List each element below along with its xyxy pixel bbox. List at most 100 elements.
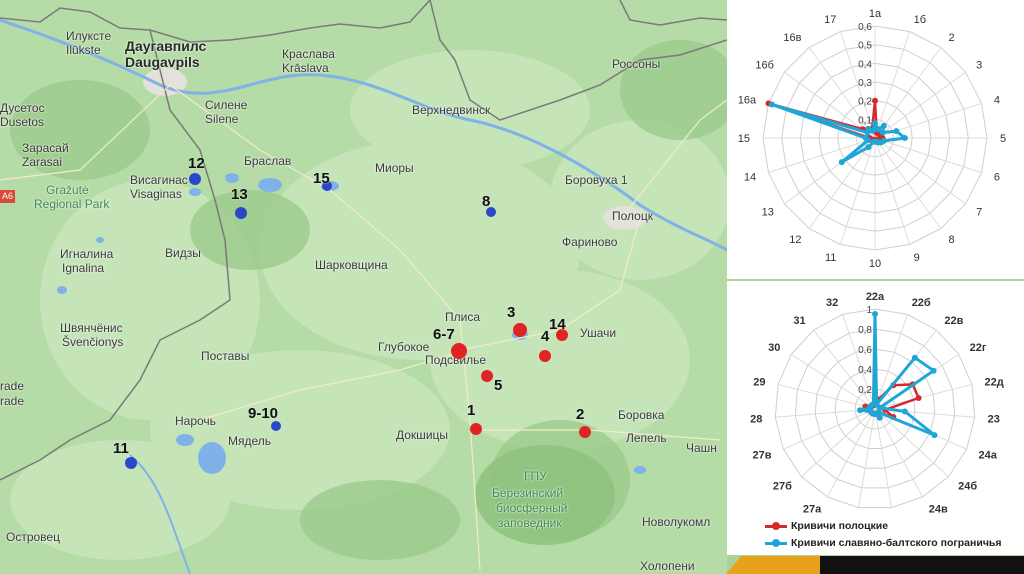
place-podsvilie: Подсвилье: [425, 353, 487, 367]
category-label: 12: [789, 234, 801, 246]
category-label: 16в: [783, 32, 801, 44]
radial-tick-label: 0,6: [858, 22, 872, 33]
radar-chart-panel-1: 00,10,20,30,40,50,61а1б23456789101112131…: [727, 0, 1024, 279]
site-label-2: 2: [576, 406, 585, 423]
grid-spoke: [874, 408, 892, 508]
place-grade-2: rade: [0, 394, 25, 408]
grid-spoke: [874, 137, 911, 245]
radial-tick-label: 0,8: [858, 325, 872, 336]
category-label: 1а: [869, 8, 882, 20]
place-reserve: заповедник: [498, 516, 562, 530]
category-label: 27б: [773, 481, 792, 493]
legend-label-1: Кривичи полоцкие: [791, 520, 889, 532]
place-grade-1: rade: [0, 379, 25, 393]
series-point-2: [911, 354, 918, 361]
series-point-2: [901, 408, 908, 415]
place-braslav: Браслав: [244, 154, 292, 168]
series-point-2: [870, 138, 877, 145]
place-dusetos-lt: Dusetos: [0, 115, 45, 129]
category-label: 5: [1000, 133, 1006, 145]
category-label: 16б: [755, 60, 774, 72]
place-zarasai: Зарасай: [22, 141, 69, 155]
legend-swatch-1: [765, 521, 787, 530]
grid-spoke: [768, 137, 876, 174]
series-point-2: [869, 127, 876, 134]
place-postavy: Поставы: [201, 349, 250, 363]
category-label: 23: [988, 413, 1000, 425]
category-label: 22а: [866, 291, 885, 303]
category-label: 9: [914, 252, 920, 264]
legend-swatch-2: [765, 538, 787, 547]
map-area[interactable]: Илукстe Ilūkste Даугавпилс Daugavpils Кр…: [0, 0, 727, 574]
place-ostrovets: Островец: [6, 530, 60, 544]
series-point-2: [872, 311, 878, 317]
category-label: 27в: [753, 449, 772, 461]
place-gpu: ГПУ: [524, 469, 547, 483]
grid-spoke: [874, 71, 966, 139]
category-label: 24а: [979, 449, 998, 461]
site-label-8: 8: [482, 193, 491, 210]
series-point-2: [857, 407, 864, 414]
series-point-2: [893, 128, 900, 135]
category-label: 29: [753, 376, 765, 388]
site-label-4: 4: [541, 328, 550, 345]
place-polotsk: Полоцк: [612, 209, 653, 223]
category-label: 7: [976, 207, 982, 219]
category-label: 24в: [929, 503, 948, 515]
category-label: 17: [824, 14, 836, 26]
place-zarasai-lt: Zarasai: [22, 155, 63, 169]
series-point-2: [862, 135, 869, 141]
place-ignalina-lt: Ignalina: [62, 261, 105, 275]
grid-spoke: [784, 71, 876, 139]
place-vidzy: Видзы: [165, 246, 201, 260]
category-label: 1б: [914, 14, 926, 26]
site-label-3: 3: [507, 304, 516, 321]
series-point-2: [876, 404, 883, 411]
category-label: 31: [793, 315, 805, 327]
category-label: 10: [869, 258, 881, 270]
grid-spoke: [842, 314, 876, 410]
radial-tick-label: 0,2: [858, 385, 872, 396]
category-label: 4: [994, 94, 1000, 106]
category-label: 26: [850, 516, 862, 518]
site-label-15: 15: [313, 170, 330, 187]
place-lepel: Лепель: [626, 431, 667, 445]
radial-tick-label: 0,1: [858, 115, 872, 126]
category-label: 6: [994, 172, 1000, 184]
place-kraslava-lv: Krāslava: [282, 61, 329, 75]
grid-spoke: [874, 137, 942, 229]
site-label-12: 12: [188, 155, 205, 172]
grid-spoke: [777, 383, 876, 410]
series-point-2: [872, 120, 878, 127]
grid-spoke: [874, 137, 982, 174]
grid-spoke: [791, 353, 876, 410]
category-label: 8: [949, 234, 955, 246]
grid-spoke: [783, 408, 876, 450]
place-novolukoml: Новолукомл: [642, 515, 711, 529]
site-label-11: 11: [113, 440, 129, 457]
grid-spoke: [858, 408, 876, 508]
place-visaginas-lt: Visaginas: [130, 187, 182, 201]
grid-spoke: [813, 329, 876, 410]
radar-chart-1: 00,10,20,30,40,50,61а1б23456789101112131…: [738, 8, 1006, 270]
radial-tick-label: 0,2: [858, 97, 872, 108]
series-point-2: [874, 126, 881, 133]
place-plisa: Плиса: [445, 310, 481, 324]
site-label-6-7: 6-7: [433, 326, 455, 343]
category-label: 14: [744, 172, 756, 184]
site-label-5: 5: [494, 377, 503, 394]
grid-ring: [774, 308, 976, 509]
place-visaginas: Висагинас: [130, 173, 188, 187]
category-label: 28: [750, 413, 762, 425]
series-point-2: [769, 101, 775, 108]
place-ilukste: Илукстe: [66, 29, 112, 43]
grid-spoke: [808, 137, 876, 229]
series-point-2: [880, 122, 887, 129]
radial-tick-label: 0,6: [858, 345, 872, 356]
category-label: 16а: [738, 94, 757, 106]
place-biosphere: биосферный: [496, 501, 568, 515]
series-point-2: [930, 367, 937, 374]
grid-spoke: [784, 137, 876, 205]
legend-label-2: Кривичи славяно-балтского пограничья: [791, 537, 1002, 549]
series-point-1: [915, 395, 922, 401]
